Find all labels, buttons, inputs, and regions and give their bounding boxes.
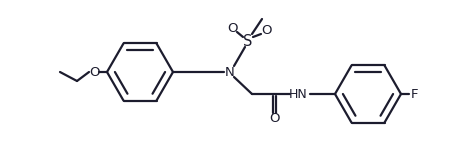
Text: O: O: [89, 66, 99, 78]
Text: N: N: [225, 66, 235, 78]
Text: F: F: [410, 87, 418, 100]
Text: S: S: [243, 34, 253, 50]
Text: O: O: [269, 111, 279, 124]
Text: O: O: [261, 24, 271, 36]
Text: HN: HN: [288, 87, 307, 100]
Text: O: O: [227, 21, 237, 34]
